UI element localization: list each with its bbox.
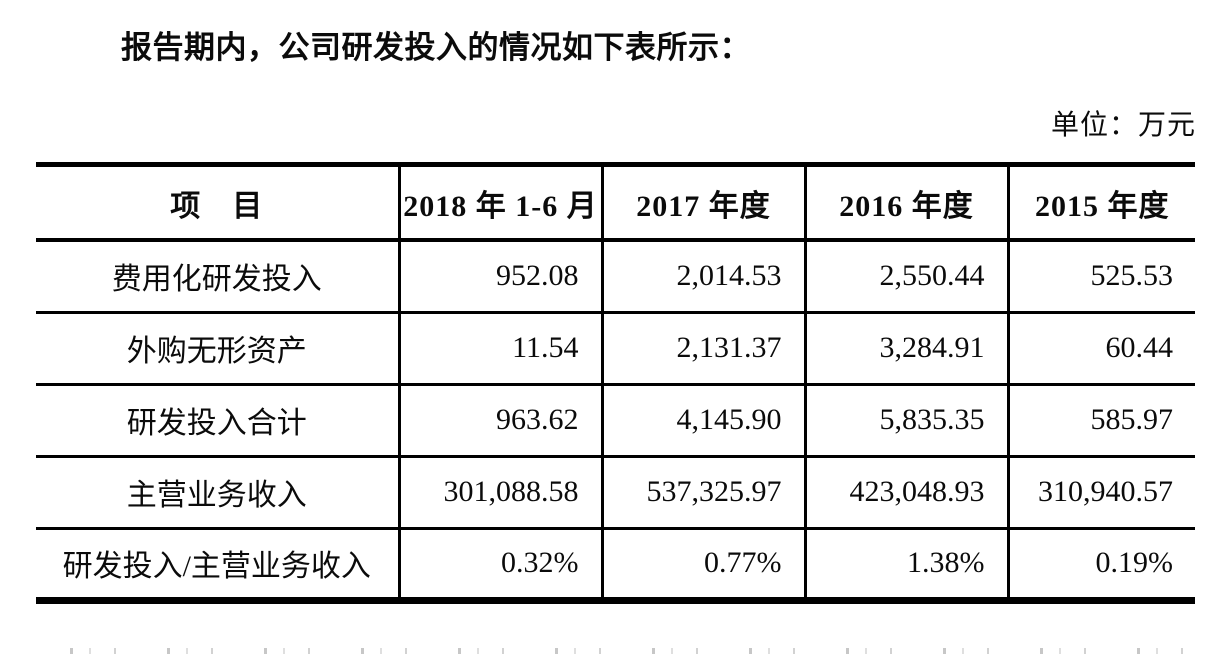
cell-value: 2,131.37 xyxy=(600,312,805,384)
column-header-2017: 2017 年度 xyxy=(600,164,805,240)
cutoff-text-fragments xyxy=(40,648,1200,654)
table-row: 研发投入合计 963.62 4,145.90 5,835.35 585.97 xyxy=(36,384,1195,456)
cell-value: 585.97 xyxy=(1006,384,1195,456)
cell-value: 4,145.90 xyxy=(600,384,805,456)
cell-value: 301,088.58 xyxy=(397,456,602,528)
table-row: 主营业务收入 301,088.58 537,325.97 423,048.93 … xyxy=(36,456,1195,528)
cell-value: 0.32% xyxy=(397,528,602,600)
cell-value: 0.77% xyxy=(600,528,805,600)
table-header-row: 项 目 2018 年 1-6 月 2017 年度 2016 年度 2015 年度 xyxy=(36,164,1195,240)
cell-value: 2,014.53 xyxy=(600,240,805,312)
column-header-2016: 2016 年度 xyxy=(803,164,1008,240)
row-label-expensed-rd: 费用化研发投入 xyxy=(111,263,322,297)
column-header-2015: 2015 年度 xyxy=(1006,164,1195,240)
cell-value: 952.08 xyxy=(397,240,602,312)
cell-value: 963.62 xyxy=(397,384,602,456)
cell-value: 537,325.97 xyxy=(600,456,805,528)
cell-value: 310,940.57 xyxy=(1006,456,1195,528)
cell-value: 60.44 xyxy=(1006,312,1195,384)
intro-paragraph: 报告期内，公司研发投入的情况如下表所示： xyxy=(121,30,751,65)
row-label-main-revenue: 主营业务收入 xyxy=(126,479,307,512)
cell-value: 1.38% xyxy=(803,528,1008,600)
cell-value: 0.19% xyxy=(1006,528,1195,600)
cell-value: 3,284.91 xyxy=(803,312,1008,384)
table-row: 外购无形资产 11.54 2,131.37 3,284.91 60.44 xyxy=(36,312,1195,384)
table-row: 研发投入/主营业务收入 0.32% 0.77% 1.38% 0.19% xyxy=(36,528,1195,600)
cell-value: 423,048.93 xyxy=(803,456,1008,528)
table-row: 费用化研发投入 952.08 2,014.53 2,550.44 525.53 xyxy=(36,240,1195,312)
row-label-rd-to-revenue-ratio: 研发投入/主营业务收入 xyxy=(62,550,371,583)
cell-value: 525.53 xyxy=(1006,240,1195,312)
row-label-purchased-intangibles: 外购无形资产 xyxy=(126,335,307,368)
rd-investment-table: 项 目 2018 年 1-6 月 2017 年度 2016 年度 2015 年度… xyxy=(36,162,1195,604)
cell-value: 11.54 xyxy=(397,312,602,384)
cell-value: 2,550.44 xyxy=(803,240,1008,312)
unit-label: 单位：万元 xyxy=(1050,110,1196,141)
cell-value: 5,835.35 xyxy=(803,384,1008,456)
column-header-2018: 2018 年 1-6 月 xyxy=(397,164,602,240)
column-header-item: 项 目 xyxy=(170,189,264,223)
row-label-total-rd: 研发投入合计 xyxy=(126,407,307,440)
